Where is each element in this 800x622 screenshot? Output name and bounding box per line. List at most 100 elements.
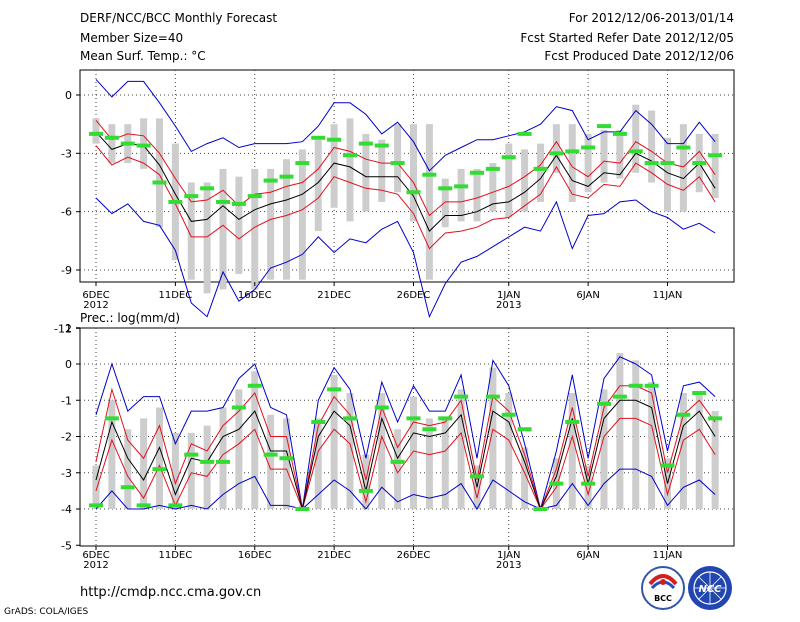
prec-ensemble-box (140, 418, 148, 509)
temp-observed-marker (343, 153, 357, 158)
temp-ensemble-box (283, 159, 290, 280)
temp-observed-marker (644, 161, 659, 166)
temp-observed-marker (549, 151, 564, 156)
prec-observed-marker (390, 459, 405, 464)
grads-credit: GrADS: COLA/IGES (4, 607, 88, 617)
prec-ensemble-box (632, 360, 640, 509)
temp-ensemble-box (648, 110, 656, 183)
temp-observed-marker (676, 145, 691, 150)
temp-observed-marker (168, 199, 183, 204)
prec-observed-marker (581, 481, 596, 486)
temp-xtick-label: 6JAN (576, 290, 599, 301)
temp-observed-marker (152, 180, 167, 185)
ncc-logo-text: NCC (698, 584, 722, 595)
temp-ensemble-box (489, 163, 497, 212)
temp-ytick-label: -12 (54, 322, 72, 335)
temp-ensemble-box (679, 124, 687, 212)
prec-ensemble-box (171, 432, 179, 509)
temp-observed-marker (136, 143, 151, 148)
temp-observed-marker (438, 186, 453, 191)
prec-ensemble-box (267, 414, 275, 509)
prec-ensemble-box (362, 454, 370, 509)
temp-min-line (95, 197, 716, 319)
temp-observed-marker (279, 174, 294, 179)
prec-observed-marker (438, 416, 453, 421)
temp-observed-marker (660, 161, 675, 166)
prec-ensemble-box (92, 465, 100, 509)
temp-ytick-label: 0 (65, 89, 72, 102)
temp-ensemble-box (251, 168, 259, 290)
temp-observed-marker (708, 153, 723, 158)
prec-ensemble-box (156, 407, 163, 509)
temp-ensemble-box (378, 139, 386, 202)
prec-lower-line (95, 417, 716, 511)
temp-ensemble-box (552, 124, 560, 173)
prec-ytick-label: -4 (61, 503, 72, 516)
temp-ensemble-box (235, 176, 243, 274)
temp-max-line (95, 79, 716, 172)
prec-observed-marker (216, 459, 230, 464)
prec-ensemble-box (616, 353, 624, 509)
temp-ensemble-box (298, 149, 306, 280)
prec-xtick-label: 1JAN (497, 550, 520, 561)
temp-ensemble-box (568, 124, 576, 202)
temp-observed-marker (89, 131, 103, 136)
prec-ensemble-box (394, 429, 402, 509)
prec-observed-marker (89, 503, 103, 508)
prec-xtick-year: 2012 (83, 560, 108, 571)
source-url[interactable]: http://cmdp.ncc.cma.gov.cn (80, 585, 261, 600)
temp-observed-marker (501, 155, 516, 160)
prec-observed-marker (454, 394, 469, 399)
prec-xtick-label: 6JAN (576, 550, 599, 561)
temp-xtick-label: 6DEC (82, 290, 109, 301)
temp-xtick-label: 16DEC (238, 290, 272, 301)
temp-ensemble-box (156, 118, 163, 228)
prec-observed-marker (295, 507, 310, 511)
produced-date: Fcst Produced Date 2012/12/06 (544, 49, 734, 63)
prec-observed-marker (263, 452, 278, 457)
prec-ensemble-box (521, 447, 529, 509)
prec-observed-marker (628, 383, 643, 388)
prec-observed-marker (200, 459, 215, 464)
temp-ensemble-box (711, 133, 719, 199)
temp-observed-marker (390, 161, 405, 166)
temp-observed-marker (406, 190, 421, 195)
prec-observed-marker (311, 420, 326, 424)
temp-observed-marker (374, 143, 389, 148)
temp-ensemble-box (362, 133, 370, 212)
prec-max-line (95, 356, 716, 511)
prec-ensemble-box (219, 407, 227, 509)
temp-observed-marker (565, 149, 580, 154)
temp-ensemble-box (632, 104, 640, 173)
prec-ensemble-box (711, 411, 719, 509)
temp-observed-marker (247, 194, 262, 199)
temp-lower-line (95, 145, 716, 250)
temp-ensemble-box (505, 143, 513, 218)
temp-observed-marker (533, 166, 548, 171)
temp-ensemble-box (441, 178, 449, 228)
prec-observed-marker (152, 467, 167, 472)
temp-xtick-label: 21DEC (317, 290, 351, 301)
prec-xtick-label: 26DEC (397, 550, 431, 561)
temp-ensemble-box (537, 143, 544, 202)
temp-observed-marker (485, 166, 500, 171)
prec-ensemble-box (124, 429, 132, 509)
prec-ensemble-box (203, 425, 211, 509)
temp-ensemble-box (219, 168, 227, 290)
temp-ensemble-box (473, 168, 481, 222)
temp-xtick-label: 1JAN (497, 290, 520, 301)
forecast-period: For 2012/12/06-2013/01/14 (569, 11, 734, 25)
temp-xtick-label: 26DEC (397, 290, 431, 301)
temp-ensemble-box (457, 168, 465, 222)
temp-xtick-year: 2012 (83, 300, 108, 311)
temp-observed-marker (311, 135, 326, 140)
ncc-logo: NCC (688, 566, 732, 610)
prec-ensemble-box (568, 393, 576, 509)
temp-ensemble-box (394, 124, 402, 193)
temp-observed-marker (295, 161, 310, 166)
temp-observed-marker (581, 145, 596, 150)
temp-ytick-label: -3 (61, 147, 72, 160)
